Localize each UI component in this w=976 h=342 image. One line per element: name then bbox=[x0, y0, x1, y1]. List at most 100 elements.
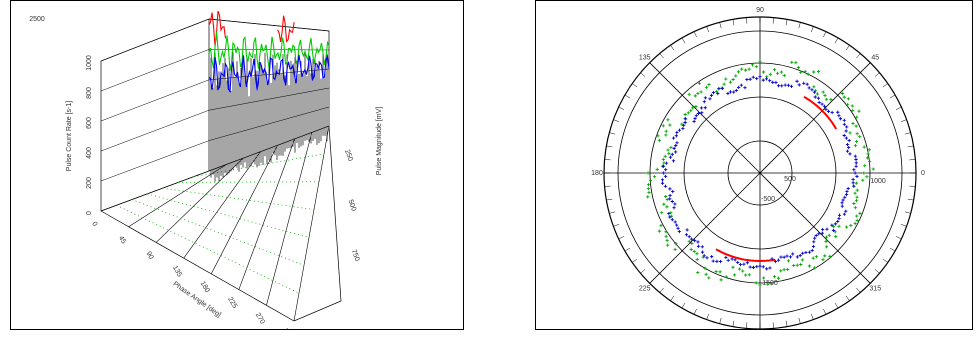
scatter-point bbox=[696, 258, 699, 261]
scatter-point bbox=[749, 78, 752, 81]
scatter-point bbox=[780, 71, 783, 74]
polar-tick bbox=[773, 18, 774, 24]
count-gridline bbox=[101, 19, 209, 61]
scatter-point bbox=[846, 150, 849, 153]
scatter-point bbox=[848, 131, 851, 134]
scatter-point bbox=[794, 61, 797, 64]
scatter-point bbox=[692, 120, 695, 123]
scatter-point bbox=[796, 255, 799, 258]
angle-tick-label: 315 bbox=[869, 285, 881, 292]
scatter-point bbox=[752, 266, 755, 269]
scatter-point bbox=[661, 178, 664, 181]
scatter-point bbox=[668, 123, 671, 126]
scatter-point bbox=[801, 258, 804, 261]
scatter-point bbox=[705, 86, 708, 89]
scatter-point bbox=[653, 175, 656, 178]
scatter-point bbox=[825, 228, 828, 231]
series-line bbox=[278, 16, 295, 42]
scatter-point bbox=[673, 147, 676, 150]
polar-tick bbox=[875, 73, 880, 77]
scatter-point bbox=[812, 240, 815, 243]
polar-tick bbox=[694, 32, 697, 37]
scatter-point bbox=[840, 201, 843, 204]
scatter-point bbox=[664, 168, 667, 171]
polar-tick bbox=[733, 19, 734, 25]
scatter-point bbox=[664, 175, 667, 178]
scatter-point bbox=[695, 252, 698, 255]
scatter-point bbox=[733, 273, 736, 276]
scatter-point bbox=[675, 131, 678, 134]
polar-tick bbox=[707, 26, 709, 32]
scatter-point bbox=[801, 252, 804, 255]
polar-tick bbox=[671, 45, 674, 50]
scatter-point bbox=[696, 271, 699, 274]
scatter-point bbox=[672, 136, 675, 139]
polar-tick bbox=[908, 146, 914, 147]
scatter-point bbox=[811, 249, 814, 252]
polar-tick bbox=[625, 248, 630, 251]
scatter-point bbox=[783, 268, 786, 271]
scatter-point bbox=[854, 171, 857, 174]
scatter-point bbox=[712, 259, 715, 262]
scatter-point bbox=[834, 235, 837, 238]
polar-tick bbox=[609, 133, 615, 135]
z-axis-label: Pulse Magnitude [mV] bbox=[376, 107, 383, 176]
scatter-point bbox=[777, 84, 780, 87]
scatter-point bbox=[675, 223, 678, 226]
scatter-point bbox=[665, 130, 668, 133]
scatter-point bbox=[685, 233, 688, 236]
scatter-point bbox=[666, 239, 669, 242]
scatter-point bbox=[664, 133, 667, 136]
polar-tick bbox=[733, 321, 734, 327]
scatter-point bbox=[719, 260, 722, 263]
polar-tick bbox=[823, 32, 826, 37]
scatter-point bbox=[740, 84, 743, 87]
scatter-point bbox=[856, 189, 859, 192]
scatter-point bbox=[837, 217, 840, 220]
count-gridline bbox=[209, 19, 329, 31]
scatter-point bbox=[701, 251, 704, 254]
scatter-point bbox=[755, 281, 758, 284]
scatter-point bbox=[700, 90, 703, 93]
scatter-point bbox=[799, 263, 802, 266]
count-tick-label: 400 bbox=[86, 147, 93, 159]
scatter-point bbox=[666, 148, 669, 151]
scatter-point bbox=[664, 235, 667, 238]
scatter-point bbox=[796, 264, 799, 267]
scatter-point bbox=[852, 202, 855, 205]
scatter-point bbox=[705, 256, 708, 259]
scatter-point bbox=[774, 81, 777, 84]
phase-tick-label: 90 bbox=[144, 251, 154, 261]
scatter-point bbox=[710, 255, 713, 258]
count-tick-label: 200 bbox=[86, 177, 93, 189]
scatter-point bbox=[671, 200, 674, 203]
scatter-point bbox=[749, 265, 752, 268]
polar-tick bbox=[786, 321, 787, 327]
polar-tick bbox=[682, 303, 685, 308]
scatter-point bbox=[658, 230, 661, 233]
scatter-point bbox=[847, 146, 850, 149]
scatter-point bbox=[849, 224, 852, 227]
scatter-point bbox=[858, 135, 861, 138]
scatter-point bbox=[868, 148, 871, 151]
polar-tick bbox=[908, 199, 914, 200]
scatter-point bbox=[686, 228, 689, 231]
scatter-point bbox=[688, 93, 691, 96]
polar-tick bbox=[694, 309, 697, 314]
scatter-point bbox=[666, 244, 669, 247]
angle-tick-label: 90 bbox=[756, 7, 764, 14]
scatter-point bbox=[815, 234, 818, 237]
scatter-point bbox=[848, 139, 851, 142]
scatter-point bbox=[786, 268, 789, 271]
scatter-point bbox=[802, 82, 805, 85]
polar-tick bbox=[746, 18, 747, 24]
scatter-point bbox=[818, 101, 821, 104]
scatter-point bbox=[697, 245, 700, 248]
scatter-point bbox=[868, 160, 871, 163]
scatter-point bbox=[762, 70, 765, 73]
scatter-point bbox=[758, 283, 761, 286]
scatter-point bbox=[851, 104, 854, 107]
scatter-point bbox=[662, 124, 665, 127]
polar-tick bbox=[835, 303, 838, 308]
polar-tick bbox=[746, 322, 747, 328]
